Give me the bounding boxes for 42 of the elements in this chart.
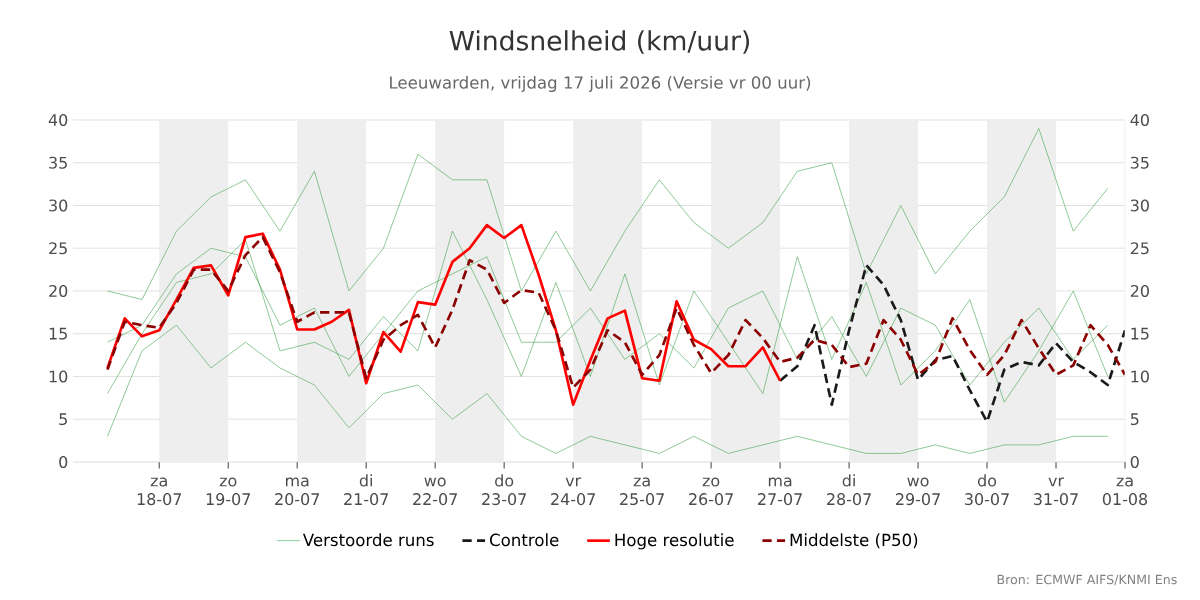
- y2-tick-label: 10: [1131, 370, 1149, 383]
- y-tick-label: 15: [49, 327, 67, 340]
- y-tick-label: 25: [49, 242, 67, 255]
- y-tick-label: 35: [49, 156, 67, 169]
- y2-tick-label: 5: [1130, 413, 1139, 426]
- chart-subtitle: Leeuwarden, vrijdag 17 juli 2026 (Versie vr 00 uur): [390, 75, 811, 93]
- x-tick-label: wo 29-07: [896, 477, 940, 506]
- x-tick-label: vr 24-07: [551, 477, 595, 506]
- x-tick-label: do 30-07: [965, 474, 1009, 506]
- x-tick-label: za 25-07: [620, 477, 664, 506]
- y2-tick-label: 25: [1130, 242, 1149, 255]
- x-tick-label: di 21-07: [344, 474, 388, 506]
- y2-tick-label: 30: [1130, 199, 1149, 212]
- text: Bron: ECMWF AIFS/KNMI Ens: [997, 574, 1177, 586]
- y-tick-label: 20: [49, 284, 68, 298]
- x-tick-label: za 18-07: [137, 477, 182, 506]
- y-tick-label: 0: [59, 455, 68, 469]
- x-tick-label: za 01-08: [1102, 477, 1148, 506]
- x-tick-label: zo 19-07: [206, 477, 250, 506]
- x-tick-label: wo 22-07: [413, 477, 457, 506]
- x-tick-label: vr 31-07: [1034, 477, 1078, 506]
- legend-label: Hoge resolutie: [615, 533, 734, 550]
- legend-label: Verstoorde runs: [302, 533, 434, 547]
- line-series: [107, 324, 1109, 454]
- y-tick-label: 5: [59, 413, 67, 426]
- y2-tick-label: 20: [1130, 284, 1149, 298]
- x-tick-label: do 23-07: [482, 474, 526, 506]
- chart-title: Windsnelheid (km/uur): [449, 30, 750, 54]
- x-tick-label: di 28-07: [827, 474, 871, 506]
- legend-label: Middelste (P50): [790, 533, 918, 549]
- y2-tick-label: 40: [1130, 113, 1149, 127]
- y-tick-label: 30: [49, 199, 68, 212]
- y-tick-label: 10: [49, 370, 68, 383]
- x-tick-label: ma 20-07: [275, 477, 319, 506]
- y-tick-label: 40: [48, 113, 68, 127]
- y2-tick-label: 15: [1131, 327, 1149, 340]
- y2-tick-label: 35: [1130, 156, 1149, 169]
- legend-label: Controle: [490, 533, 559, 547]
- x-tick-label: zo 26-07: [689, 477, 733, 506]
- y2-tick-label: 0: [1130, 455, 1139, 469]
- line-series: [107, 128, 1109, 300]
- x-tick-label: ma 27-07: [758, 477, 802, 506]
